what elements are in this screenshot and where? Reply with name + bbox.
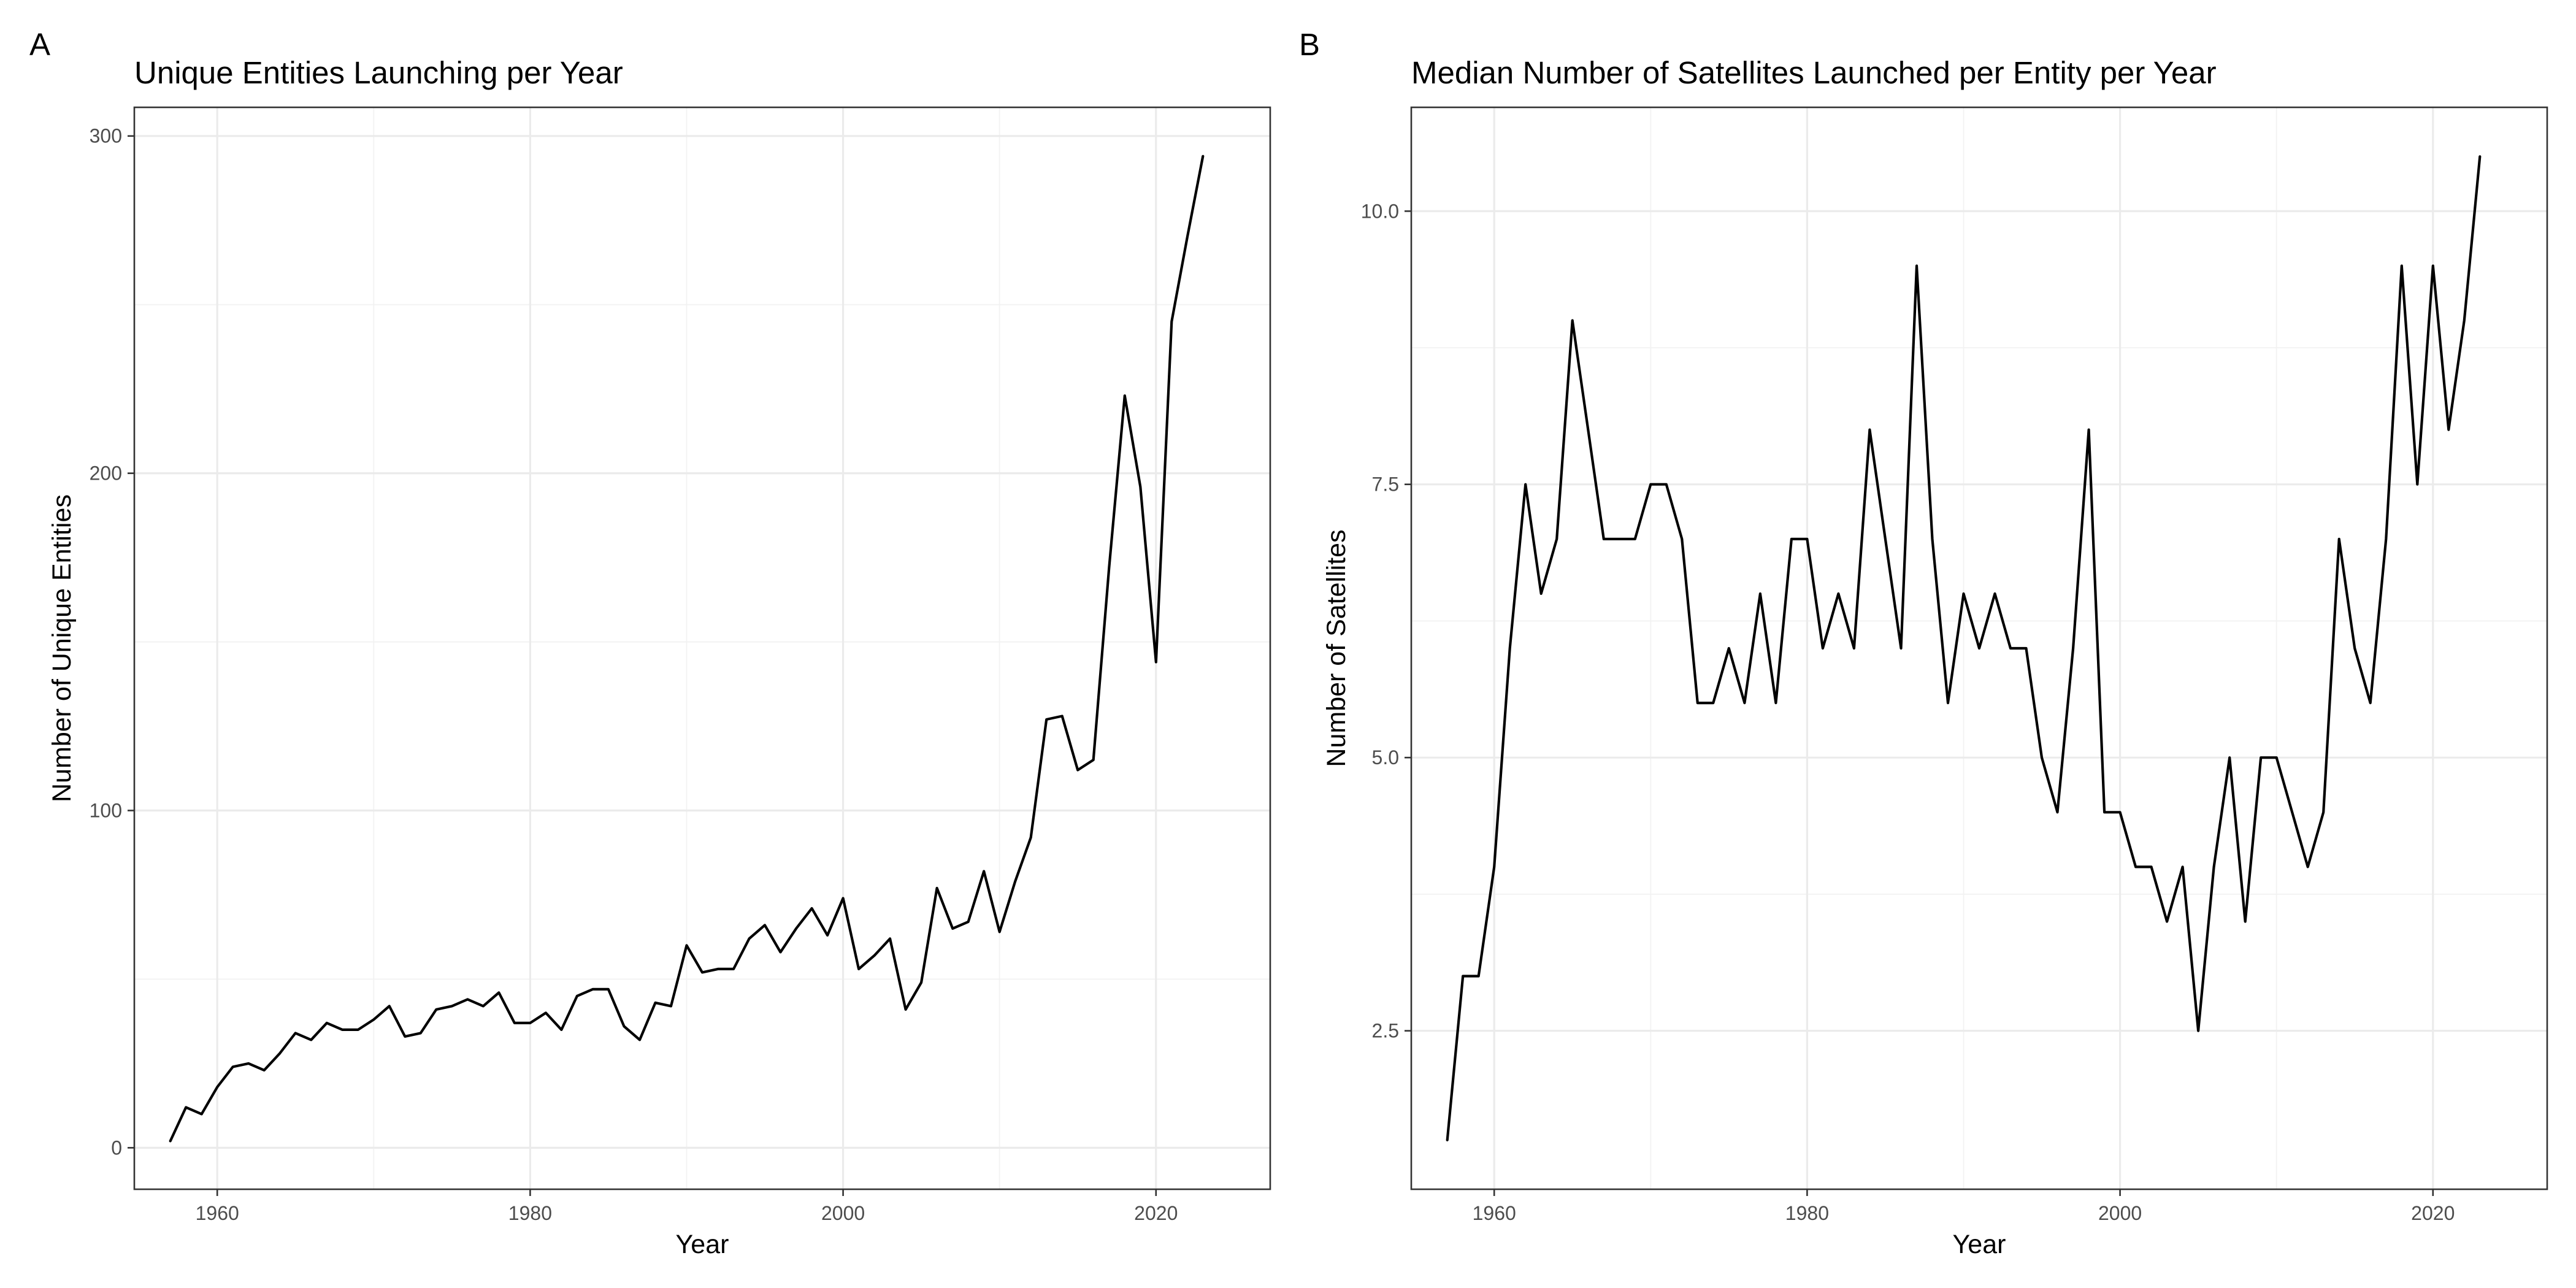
y-tick-label: 10.0 (1361, 200, 1399, 222)
x-axis: 1960 1980 2000 2020 (196, 1189, 1178, 1224)
x-tick-label: 1960 (1473, 1202, 1516, 1224)
y-tick-label: 5.0 (1372, 746, 1399, 769)
x-tick-label: 1980 (508, 1202, 552, 1224)
y-tick-label: 100 (90, 799, 122, 821)
panel-a: A Unique Entities Launching per Year 0 100 2… (29, 27, 1271, 1259)
gridlines (1411, 107, 2547, 1189)
plot-border (133, 106, 1271, 1190)
y-axis: 2.5 5.0 7.5 10.0 (1361, 200, 1411, 1042)
gridlines (134, 107, 1270, 1189)
x-axis: 1960 1980 2000 2020 (1473, 1189, 2455, 1224)
y-tick-label: 7.5 (1372, 473, 1399, 496)
x-tick-label: 2000 (2098, 1202, 2142, 1224)
plot-border (1410, 106, 2548, 1190)
y-axis: 0 100 200 300 (90, 125, 134, 1159)
x-tick-label: 2020 (1134, 1202, 1178, 1224)
x-tick-label: 1960 (196, 1202, 239, 1224)
chart-title: Unique Entities Launching per Year (134, 55, 623, 90)
y-tick-label: 0 (111, 1137, 122, 1159)
y-tick-label: 200 (90, 462, 122, 485)
chart-title: Median Number of Satellites Launched per… (1411, 55, 2217, 90)
x-tick-label: 1980 (1785, 1202, 1829, 1224)
y-tick-label: 2.5 (1372, 1020, 1399, 1042)
y-axis-title: Number of Satellites (1322, 529, 1351, 767)
panel-b: B Median Number of Satellites Launched pe… (1299, 27, 2548, 1259)
y-axis-title: Number of Unique Entities (47, 494, 77, 802)
x-axis-title: Year (1953, 1230, 2006, 1259)
panel-letter: B (1299, 27, 1320, 62)
x-axis-title: Year (676, 1230, 729, 1259)
panel-letter: A (29, 27, 50, 62)
series-line (1446, 155, 2482, 1141)
series-line (169, 155, 1205, 1143)
x-tick-label: 2000 (821, 1202, 865, 1224)
y-tick-label: 300 (90, 125, 122, 147)
x-tick-label: 2020 (2411, 1202, 2455, 1224)
